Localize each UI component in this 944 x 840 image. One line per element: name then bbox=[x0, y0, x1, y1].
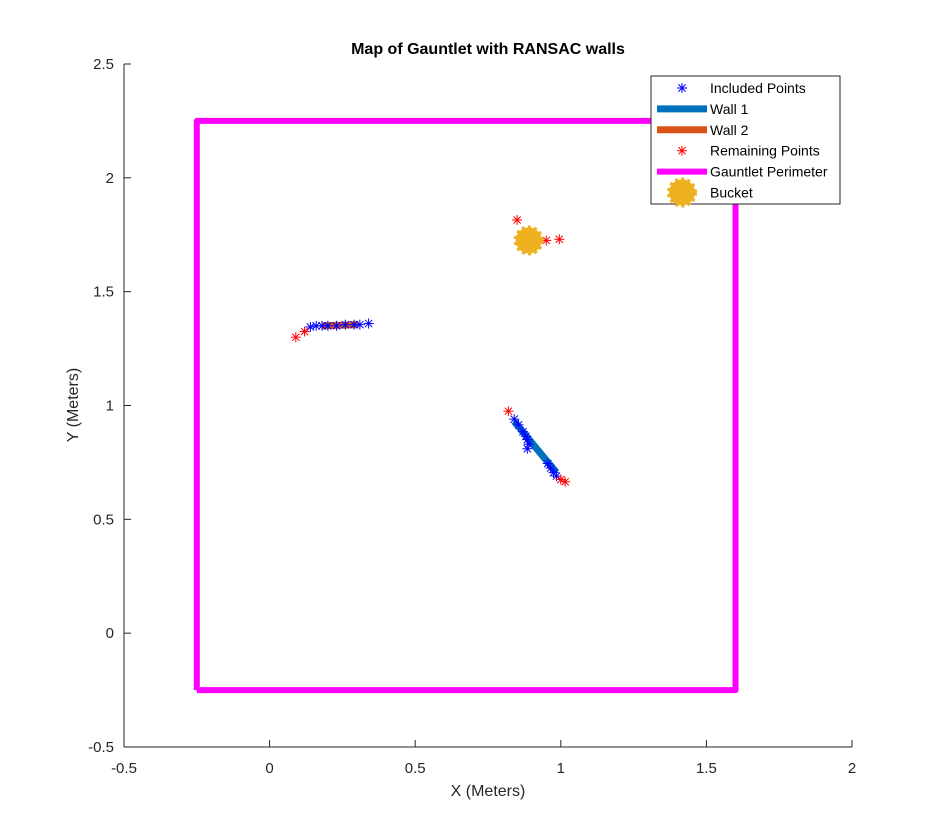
data-point bbox=[503, 406, 514, 417]
data-point bbox=[512, 214, 523, 225]
data-point bbox=[305, 321, 316, 332]
x-tick-label: 1.5 bbox=[696, 760, 717, 777]
data-point bbox=[554, 234, 565, 245]
data-point bbox=[331, 320, 342, 331]
legend-entry-gauntlet-perimeter: Gauntlet Perimeter bbox=[657, 164, 828, 180]
legend: Included Points Wall 1 Wall 2 Remaining Poi… bbox=[650, 75, 841, 208]
y-ticks: -0.5 0 0.5 1 1.5 2 2.5 bbox=[88, 56, 131, 756]
x-axis-label: X (Meters) bbox=[451, 783, 526, 800]
data-point bbox=[509, 414, 520, 425]
legend-entry-wall-2: Wall 2 bbox=[657, 122, 749, 138]
legend-entry-bucket: Bucket bbox=[667, 177, 753, 208]
y-tick-label: 2 bbox=[106, 170, 114, 187]
data-point bbox=[322, 320, 333, 331]
data-point bbox=[522, 443, 533, 454]
axes: -0.5 0 0.5 1 1.5 2 -0.5 0 0.5 1 1.5 2 2.5 bbox=[88, 56, 856, 777]
x-tick-label: 2 bbox=[848, 760, 856, 777]
data-point bbox=[551, 471, 562, 482]
data-point bbox=[290, 332, 301, 343]
x-tick-label: 0 bbox=[265, 760, 273, 777]
legend-entries: Included Points Wall 1 Wall 2 Remaining Poi… bbox=[657, 80, 828, 208]
legend-entry-included-points: Included Points bbox=[677, 80, 806, 96]
series-included-points bbox=[305, 318, 562, 482]
legend-swatch bbox=[677, 83, 687, 93]
y-tick-label: 1 bbox=[106, 398, 114, 415]
bucket-marker bbox=[513, 225, 544, 256]
series-bucket bbox=[513, 225, 544, 256]
legend-swatch bbox=[667, 177, 697, 208]
x-tick-label: 0.5 bbox=[405, 760, 426, 777]
legend-label: Included Points bbox=[710, 80, 806, 96]
data-point bbox=[354, 319, 365, 330]
y-tick-label: 0 bbox=[106, 625, 114, 642]
y-tick-label: -0.5 bbox=[88, 739, 114, 756]
y-tick-label: 0.5 bbox=[93, 511, 114, 528]
legend-entry-remaining-points: Remaining Points bbox=[677, 143, 820, 159]
legend-label: Wall 2 bbox=[710, 122, 749, 138]
series-remaining-points bbox=[290, 214, 571, 487]
y-tick-label: 2.5 bbox=[93, 56, 114, 73]
legend-entry-wall-1: Wall 1 bbox=[657, 101, 749, 117]
legend-label: Bucket bbox=[710, 185, 753, 201]
data-point bbox=[340, 319, 351, 330]
data-point bbox=[363, 318, 374, 329]
data-point bbox=[311, 320, 322, 331]
y-axis-label: Y (Meters) bbox=[65, 368, 82, 442]
data-point bbox=[560, 476, 571, 487]
data-point bbox=[513, 419, 524, 430]
x-tick-label: 1 bbox=[557, 760, 565, 777]
x-ticks: -0.5 0 0.5 1 1.5 2 bbox=[111, 740, 856, 777]
x-tick-label: -0.5 bbox=[111, 760, 137, 777]
legend-label: Wall 1 bbox=[710, 101, 749, 117]
data-point bbox=[299, 326, 310, 337]
legend-label: Remaining Points bbox=[710, 143, 820, 159]
chart-title: Map of Gauntlet with RANSAC walls bbox=[351, 41, 625, 58]
y-tick-label: 1.5 bbox=[93, 284, 114, 301]
legend-swatch bbox=[677, 145, 687, 156]
legend-label: Gauntlet Perimeter bbox=[710, 164, 828, 180]
